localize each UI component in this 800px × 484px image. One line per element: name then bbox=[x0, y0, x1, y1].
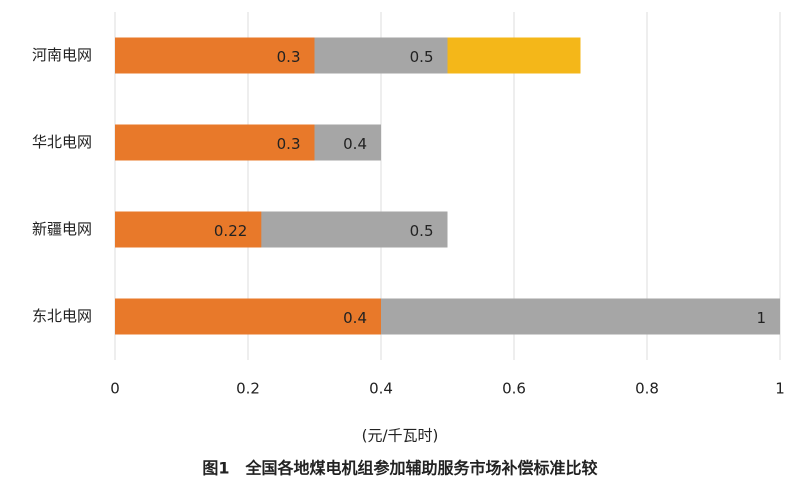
data-label: 0.3 bbox=[277, 135, 301, 153]
bar bbox=[115, 211, 262, 248]
data-label: 0.4 bbox=[343, 135, 367, 153]
bar bbox=[115, 298, 381, 335]
x-tick-label: 0.4 bbox=[369, 380, 393, 398]
data-label: 0.5 bbox=[410, 222, 434, 240]
x-tick-label: 0.6 bbox=[502, 380, 526, 398]
data-label: 0.5 bbox=[410, 48, 434, 66]
y-tick-label: 河南电网 bbox=[32, 46, 92, 64]
bar bbox=[115, 37, 315, 74]
x-tick-label: 0 bbox=[110, 380, 120, 398]
data-label: 1 bbox=[756, 309, 766, 327]
data-label: 0.3 bbox=[277, 48, 301, 66]
y-tick-label: 东北电网 bbox=[32, 307, 92, 325]
x-axis-label: (元/千瓦时) bbox=[362, 427, 439, 445]
bar bbox=[115, 124, 315, 161]
x-tick-label: 0.2 bbox=[236, 380, 260, 398]
y-tick-label: 新疆电网 bbox=[32, 220, 92, 238]
data-label: 0.4 bbox=[343, 309, 367, 327]
x-tick-label: 1 bbox=[775, 380, 785, 398]
x-tick-label: 0.8 bbox=[635, 380, 659, 398]
y-tick-label: 华北电网 bbox=[32, 133, 92, 151]
data-label: 0.22 bbox=[214, 222, 247, 240]
chart-title: 图1 全国各地煤电机组参加辅助服务市场补偿标准比较 bbox=[202, 459, 597, 478]
